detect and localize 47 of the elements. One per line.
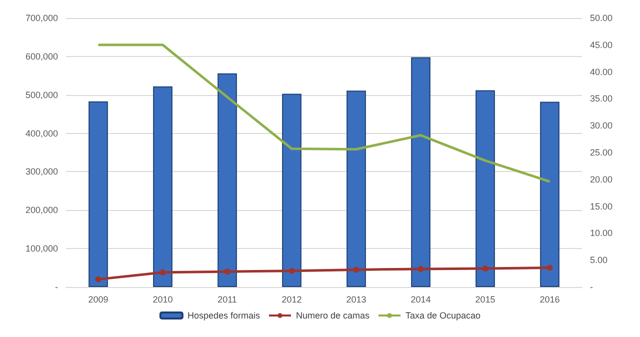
y-tick-label: - [55, 282, 58, 292]
y2-tick-label: 45.00 [590, 40, 613, 50]
y-tick-label: 200,000 [25, 205, 58, 216]
point [95, 276, 102, 282]
y2-tick-label: 5.00 [590, 255, 608, 266]
x-tick-label: 2009 [88, 294, 108, 304]
y-tick-label: 100,000 [25, 244, 58, 254]
bar [153, 86, 172, 287]
bar [476, 90, 495, 287]
y2-tick-label: 20.00 [590, 174, 613, 184]
y-tick-label: 700,000 [25, 13, 58, 23]
y2-tick-label: 30.00 [590, 120, 613, 131]
point [482, 266, 488, 272]
point [418, 266, 424, 272]
y2-tick-label: 50.00 [590, 13, 613, 23]
point [224, 268, 230, 275]
x-tick-label: 2010 [152, 294, 173, 304]
y-tick-label: 300,000 [25, 166, 58, 177]
point [160, 269, 166, 276]
x-tick-label: 2015 [475, 294, 496, 304]
y2-tick-label: - [590, 282, 593, 292]
legend-label: Numero de camas [296, 310, 370, 320]
bar [411, 57, 430, 287]
bar [282, 94, 302, 287]
x-tick-label: 2014 [410, 294, 431, 304]
y2-tick-label: 10.00 [590, 228, 613, 238]
point [288, 268, 295, 274]
x-tick-label: 2016 [540, 294, 560, 304]
y2-tick-label: 25.00 [590, 148, 613, 158]
x-tick-label: 2011 [218, 294, 237, 304]
y2-tick-label: 15.00 [590, 201, 613, 212]
legend-label: Hospedes formais [187, 310, 260, 320]
legend-label: Taxa de Ocupacao [406, 310, 481, 320]
y-tick-label: 600,000 [25, 51, 58, 62]
bar [346, 90, 366, 287]
y-tick-label: 400,000 [25, 128, 58, 138]
bar [540, 102, 560, 287]
y2-tick-label: 40.00 [590, 66, 613, 77]
point [546, 264, 553, 271]
y-tick-label: 500,000 [25, 90, 58, 100]
bar [218, 73, 237, 287]
x-tick-label: 2012 [282, 294, 302, 304]
x-tick-label: 2013 [346, 294, 366, 304]
bar [88, 101, 108, 287]
y2-tick-label: 35.00 [590, 94, 613, 104]
line-series [97, 44, 551, 183]
point [353, 266, 360, 273]
